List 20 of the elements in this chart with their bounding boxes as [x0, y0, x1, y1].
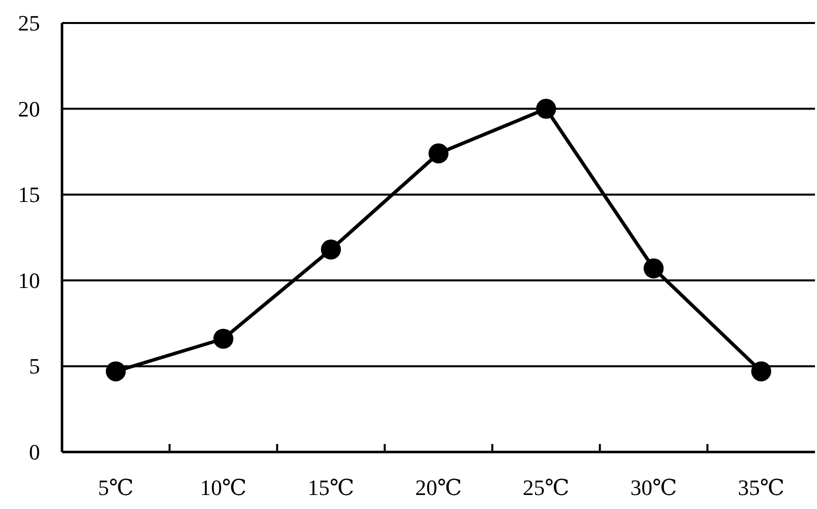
point: [751, 361, 772, 382]
point: [428, 143, 448, 164]
y-tick-label: 10: [18, 268, 40, 293]
point: [213, 328, 234, 349]
y-tick-label: 5: [29, 354, 40, 379]
y-tick-label: 20: [18, 96, 40, 122]
x-tick-label: 20℃: [415, 475, 462, 500]
point: [644, 258, 664, 278]
x-tick-label: 5℃: [98, 475, 134, 500]
x-tick-label: 30℃: [630, 475, 677, 500]
point: [536, 98, 556, 119]
point: [320, 240, 341, 260]
x-tick-label: 25℃: [522, 475, 570, 500]
point: [106, 361, 126, 382]
y-tick-label: 15: [18, 182, 40, 208]
x-tick-label: 15℃: [308, 475, 354, 500]
y-tick-label: 25: [18, 10, 40, 36]
x-tick-label: 10℃: [200, 475, 247, 500]
y-tick-label: 0: [29, 440, 40, 464]
x-tick-label: 35℃: [738, 475, 785, 500]
